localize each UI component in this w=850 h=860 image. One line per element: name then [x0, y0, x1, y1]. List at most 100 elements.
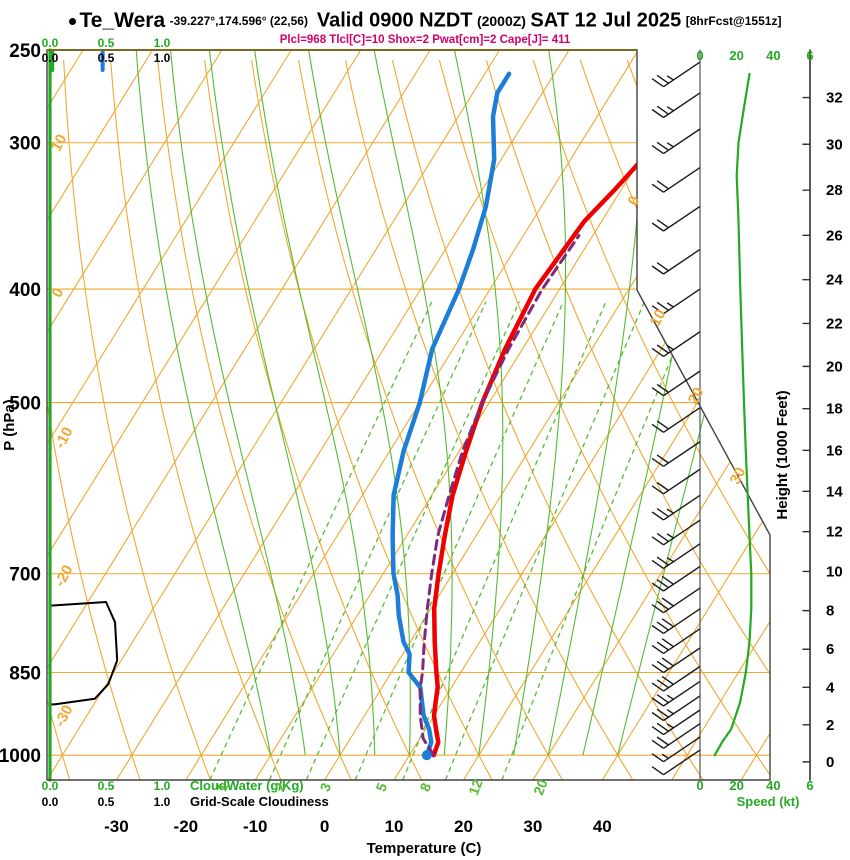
height-tick-label: 32: [826, 90, 843, 107]
dry-adiabat-line: [157, 60, 352, 780]
mixing-ratio-line: [354, 301, 564, 780]
speed-tick-label-top: 0: [696, 48, 703, 63]
mixing-ratio-value-label: 12: [465, 777, 486, 798]
height-tick-label: 10: [826, 563, 843, 580]
dry-adiabat-line: [344, 59, 634, 780]
cloudwater-tick-label-top: 1.0: [154, 36, 171, 50]
height-axis-label: Height (1000 Feet): [774, 390, 791, 519]
cloudwater-axis-label: CloudWater (g/Kg): [190, 778, 304, 793]
wind-barb: [651, 205, 701, 232]
temperature-tick-label: -20: [174, 817, 199, 836]
wind-barb: [651, 628, 701, 654]
dry-adiabat-line: [485, 59, 770, 780]
height-tick-label: 30: [826, 136, 843, 153]
wind-barb: [651, 370, 701, 397]
moist-adiabat-line: [169, 50, 306, 756]
wind-barb: [651, 647, 701, 674]
wind-barb: [651, 288, 701, 315]
isotherm-line: [185, 50, 639, 780]
mixing-ratio-line: [402, 301, 607, 780]
wind-barb: [651, 494, 701, 521]
isotherm-line: [47, 50, 292, 780]
pressure-tick-label: 400: [9, 280, 41, 301]
speed-tick-label-bottom: 0: [696, 778, 703, 793]
station-dot-icon: [68, 17, 76, 25]
pressure-axis-label: P (hPa): [1, 399, 18, 450]
wind-barb: [651, 166, 701, 193]
moist-adiabat-line: [208, 50, 341, 756]
wind-barb: [651, 723, 701, 749]
height-tick-label: 14: [826, 483, 843, 500]
sounding-stats: Plcl=968 Tlcl[C]=10 Shox=2 Pwat[cm]=2 Ca…: [279, 34, 571, 46]
speed-tick-label-top: 20: [729, 48, 743, 63]
isotherm-line: [115, 50, 570, 780]
speed-tick-label-bottom: 20: [729, 778, 743, 793]
height-tick-label: 16: [826, 442, 843, 459]
grid-layer: [47, 50, 770, 780]
wind-barb: [651, 680, 701, 707]
dry-adiabat-line: [63, 60, 212, 780]
isotherm-value-label: -30: [51, 702, 76, 729]
height-tick-label: 0: [826, 754, 834, 771]
temperature-tick-label: 0: [320, 817, 329, 836]
height-tick-label: 4: [826, 679, 835, 696]
cloudwater-tick-label-top: 0.0: [42, 36, 59, 50]
pressure-tick-label: 850: [9, 664, 41, 685]
wind-barb: [651, 468, 701, 495]
moist-adiabat-line: [453, 50, 504, 756]
height-tick-label: 26: [826, 227, 843, 244]
sounding-parcel-curve: [418, 234, 581, 757]
isotherm-line: [532, 50, 770, 780]
isotherm-line: [254, 50, 709, 780]
pressure-tick-label: 250: [9, 41, 41, 62]
height-tick-label: 22: [826, 315, 843, 332]
isotherm-line: [47, 50, 223, 780]
temperature-tick-label: 40: [593, 817, 612, 836]
dry-adiabat-line: [47, 60, 141, 780]
isotherm-line: [47, 50, 362, 780]
height-tick-label: 24: [826, 272, 843, 289]
wind-barb: [651, 248, 701, 275]
wind-barb: [651, 587, 701, 614]
dry-adiabat-line: [251, 60, 493, 780]
dry-adiabat-line: [767, 59, 770, 711]
valid-date: SAT 12 Jul 2025: [530, 9, 682, 32]
pressure-tick-label: 500: [9, 394, 41, 415]
isotherm-value-label: 30: [727, 465, 750, 488]
wind-barb: [651, 61, 701, 88]
cloudwater-tick-label-bottom: 1.0: [154, 779, 171, 793]
station-coords: -39.227°,174.596° (22,56): [169, 14, 308, 28]
mixing-ratio-value-label: 20: [530, 777, 551, 798]
temperature-tick-label: -10: [243, 817, 268, 836]
wind-barb: [651, 92, 701, 119]
forecast-tag: [8hrFcst@1551z]: [685, 14, 782, 28]
speed-tick-label-bottom: 6: [806, 778, 813, 793]
isotherm-line: [671, 50, 770, 780]
isotherm-value-label: 20: [685, 385, 708, 408]
isotherm-line: [47, 50, 154, 780]
temperature-axis-label: Temperature (C): [367, 840, 482, 857]
height-tick-label: 8: [826, 603, 834, 620]
cloudiness-tick-label-bottom: 0.5: [98, 795, 115, 809]
mixing-ratio-line: [305, 301, 520, 780]
height-tick-label: 12: [826, 524, 843, 541]
wind-barb: [651, 709, 701, 736]
dry-adiabat-line: [204, 60, 423, 780]
wind-barb: [651, 608, 701, 634]
isotherm-line: [463, 50, 770, 780]
wind-barb: [651, 736, 701, 763]
cloudwater-tick-label-top: 0.5: [98, 36, 115, 50]
mixing-ratio-line: [444, 301, 645, 780]
temperature-tick-label: 30: [523, 817, 542, 836]
moist-adiabat-line: [308, 50, 411, 756]
cloudwater-tick-label-bottom: 0.0: [42, 779, 59, 793]
dry-adiabat-line: [110, 60, 282, 780]
wind-barb: [651, 407, 701, 433]
dry-adiabat-line: [532, 59, 770, 780]
data-layer: [390, 71, 744, 761]
isotherm-value-label: 10: [48, 132, 71, 155]
moist-adiabat-line: [135, 50, 272, 756]
mixing-ratio-line: [501, 301, 696, 780]
valid-time: Valid 0900 NZDT: [316, 9, 473, 32]
